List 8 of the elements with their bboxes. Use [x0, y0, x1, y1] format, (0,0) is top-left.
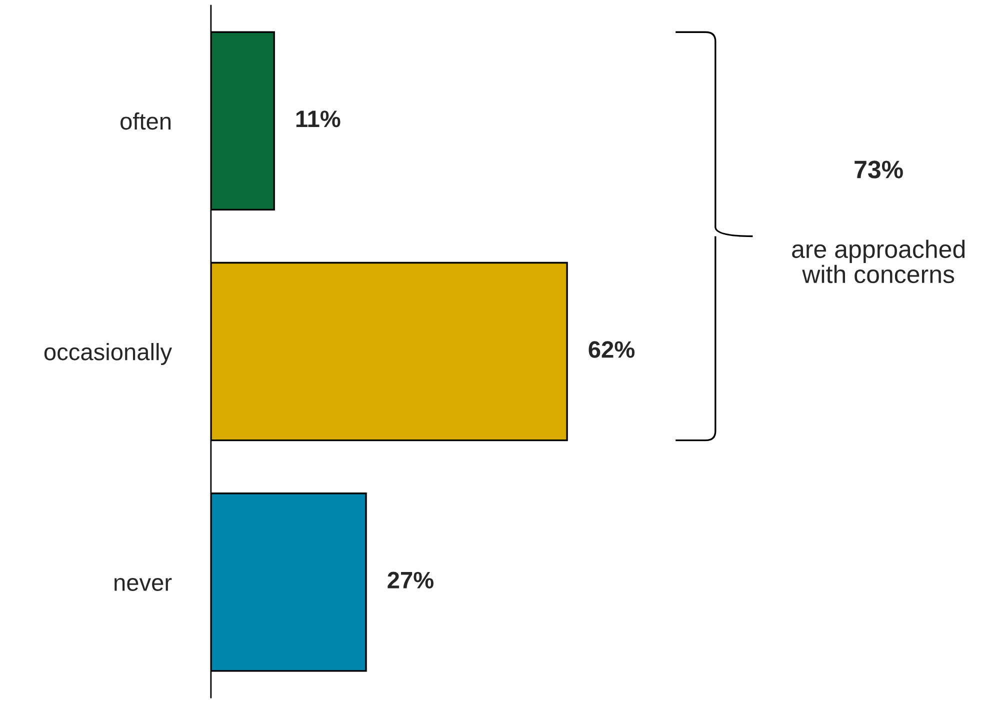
- y-tick-label: often: [120, 112, 171, 130]
- text: are approached with concerns: [792, 240, 965, 284]
- text: 73%: [854, 160, 903, 178]
- data-label: 62%: [588, 341, 635, 358]
- y-tick-label: never: [114, 578, 172, 591]
- data-label: 11%: [296, 110, 340, 128]
- data-label: 27%: [388, 572, 434, 588]
- y-tick-label: occasionally: [44, 342, 172, 366]
